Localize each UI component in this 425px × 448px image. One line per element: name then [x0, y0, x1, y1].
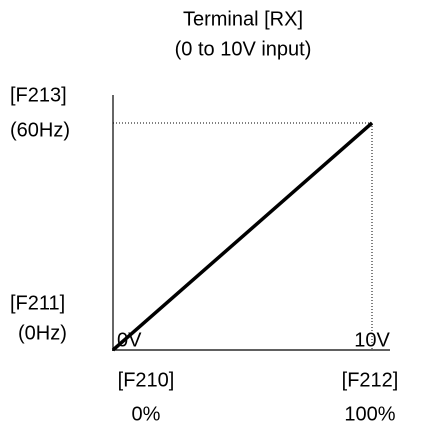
x-label: [F210] [118, 369, 175, 391]
y-label: (60Hz) [10, 119, 70, 141]
x-label: 100% [344, 403, 395, 425]
x-label: 10V [354, 329, 390, 351]
y-label: [F213] [10, 84, 67, 106]
characteristic-line [111, 121, 374, 352]
x-label: 0V [117, 329, 142, 351]
title-line: Terminal [RX] [183, 8, 303, 30]
x-label: 0% [132, 403, 161, 425]
title-line: (0 to 10V input) [175, 38, 312, 60]
y-label: [F211] [10, 292, 65, 314]
x-label: [F212] [342, 369, 399, 391]
y-label: (0Hz) [18, 322, 67, 344]
